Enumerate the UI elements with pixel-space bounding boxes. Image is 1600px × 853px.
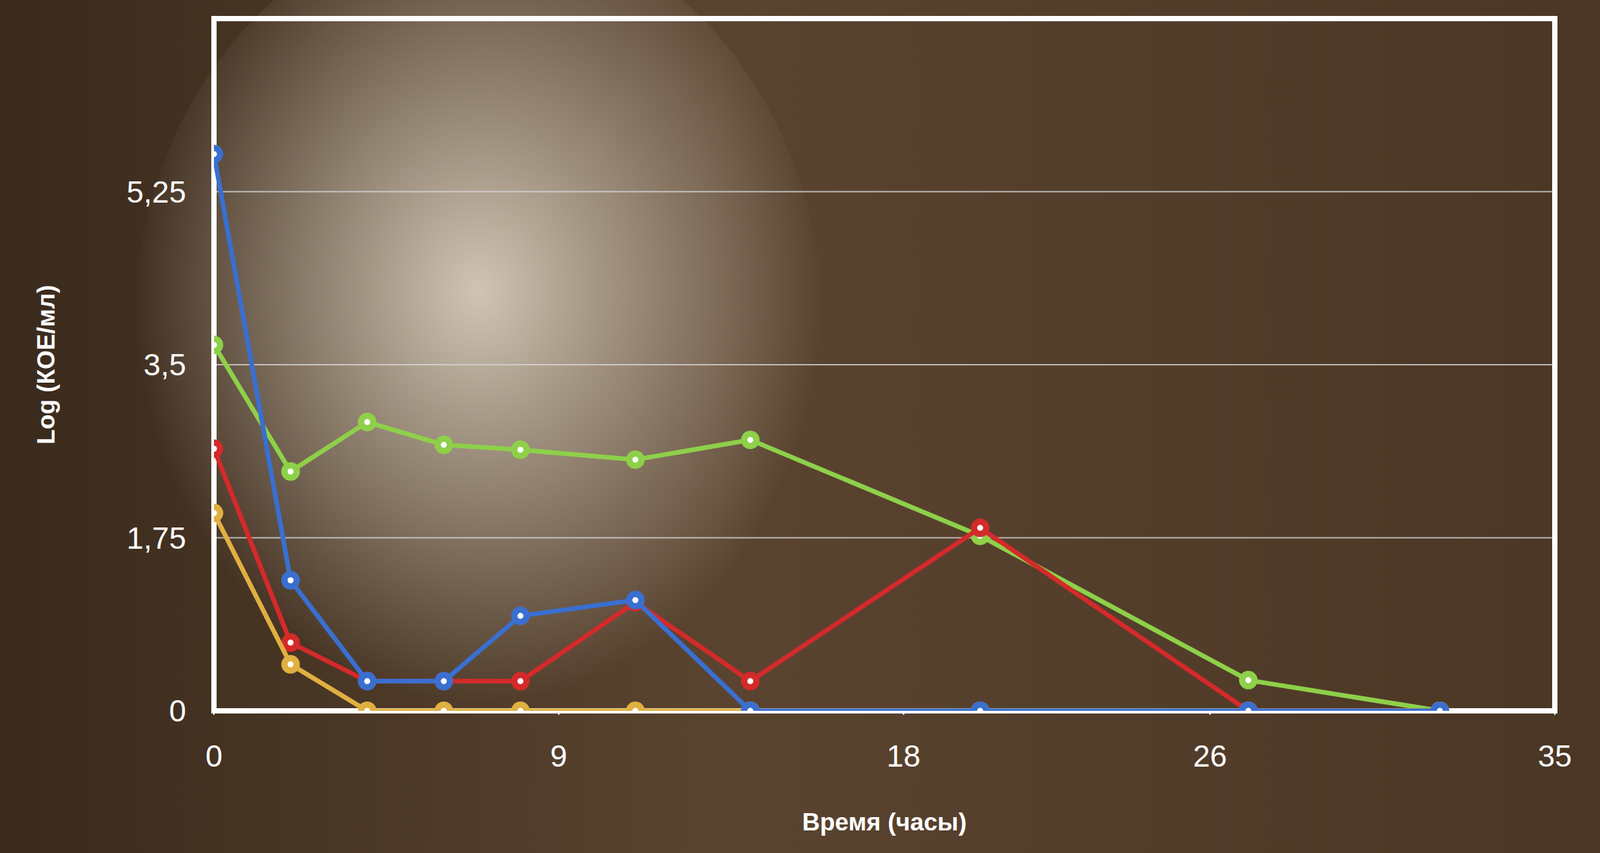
series-marker	[213, 503, 224, 523]
marker-center	[747, 678, 754, 685]
series-marker	[358, 701, 377, 711]
plot-area	[213, 144, 1450, 711]
series-marker	[281, 571, 300, 591]
y-tick-label: 1,75	[126, 520, 187, 556]
series-marker	[213, 144, 224, 164]
series-marker	[358, 412, 377, 432]
marker-center	[440, 708, 447, 712]
x-tick-label: 9	[550, 738, 568, 774]
marker-center	[747, 437, 754, 444]
series-marker	[1239, 701, 1258, 711]
marker-center	[440, 678, 447, 685]
marker-center	[213, 342, 218, 349]
x-tick	[1554, 710, 1556, 715]
y-tick-label: 3,5	[143, 347, 187, 383]
marker-center	[287, 661, 294, 668]
x-tick-label: 26	[1192, 738, 1227, 774]
x-tick-label: 0	[205, 738, 223, 774]
marker-center	[364, 678, 371, 685]
series-marker	[740, 430, 760, 450]
marker-center	[1437, 708, 1444, 712]
series-marker	[1430, 701, 1450, 711]
marker-center	[1245, 708, 1252, 712]
marker-center	[213, 510, 218, 517]
marker-center	[632, 708, 639, 712]
series-line	[213, 449, 1440, 711]
series-marker	[434, 671, 454, 691]
series-marker	[213, 439, 224, 459]
plot-frame	[213, 18, 1555, 711]
marker-center	[747, 708, 754, 712]
marker-center	[977, 524, 984, 531]
marker-center	[287, 468, 294, 475]
marker-center	[213, 445, 218, 452]
series-line	[213, 344, 1440, 711]
series-marker	[740, 701, 760, 711]
series-marker	[1430, 701, 1450, 711]
marker-center	[517, 678, 524, 685]
marker-center	[364, 419, 371, 426]
marker-center	[213, 150, 218, 157]
series-marker	[281, 462, 300, 482]
series-marker	[510, 671, 530, 691]
series-marker	[625, 590, 645, 610]
series-marker	[281, 655, 300, 674]
series-line	[213, 154, 1440, 711]
marker-center	[977, 708, 984, 712]
marker-center	[364, 708, 371, 712]
x-tick	[1209, 710, 1211, 715]
series-marker	[1430, 701, 1450, 711]
series-marker	[510, 701, 530, 711]
series-marker	[1430, 701, 1450, 711]
grid-line	[213, 191, 1555, 193]
series-marker	[740, 671, 760, 691]
grid-line	[213, 537, 1555, 539]
series-marker	[625, 450, 645, 470]
x-tick	[558, 710, 560, 715]
series-marker	[1239, 701, 1258, 711]
series-marker	[970, 701, 990, 711]
x-tick	[213, 710, 215, 715]
marker-center	[287, 639, 294, 646]
x-axis-title: Время (часы)	[801, 808, 967, 836]
marker-center	[287, 577, 294, 584]
series-marker	[970, 518, 990, 538]
series-marker	[970, 701, 990, 711]
series-marker	[510, 606, 530, 626]
x-tick	[902, 710, 905, 715]
series-marker	[510, 440, 530, 460]
x-tick-label: 18	[886, 738, 921, 774]
marker-center	[517, 708, 524, 712]
series-marker	[213, 335, 224, 355]
marker-center	[440, 441, 447, 448]
series-marker	[358, 671, 377, 691]
marker-center	[517, 613, 524, 620]
marker-center	[632, 456, 639, 463]
y-axis-title: Log (КОЕ/мл)	[32, 285, 60, 445]
marker-center	[517, 447, 524, 454]
series-marker	[358, 671, 377, 691]
series-marker	[434, 701, 454, 711]
background-glow	[132, 0, 824, 745]
marker-center	[440, 678, 447, 685]
series-marker	[625, 701, 645, 711]
marker-center	[364, 678, 371, 685]
x-tick-label: 35	[1537, 738, 1572, 774]
marker-center	[632, 597, 639, 604]
y-tick-label: 5,25	[126, 174, 187, 210]
series-marker	[1239, 671, 1258, 690]
grid-line	[213, 364, 1555, 366]
series-marker	[434, 435, 454, 455]
series-marker	[1239, 701, 1258, 711]
series-marker	[434, 671, 454, 691]
y-tick-label: 0	[168, 693, 187, 729]
marker-center	[1245, 677, 1252, 684]
